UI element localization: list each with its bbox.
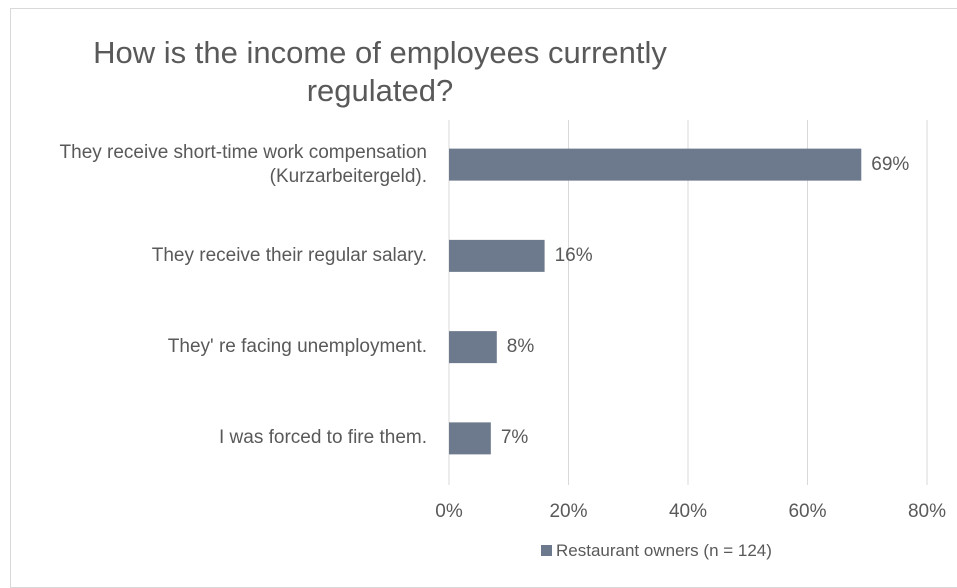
data-label: 7% bbox=[500, 427, 529, 449]
x-tick-label: 40% bbox=[668, 501, 708, 522]
x-tick-label: 20% bbox=[549, 501, 588, 522]
bar bbox=[449, 422, 491, 455]
category-label: They receive short-time work compensatio… bbox=[59, 141, 427, 187]
x-tick-label: 60% bbox=[788, 501, 827, 522]
x-tick-label: 0% bbox=[435, 501, 463, 522]
data-label: 16% bbox=[554, 244, 593, 266]
legend-swatch bbox=[541, 545, 552, 556]
bar bbox=[449, 239, 545, 272]
category-label: I was forced to fire them. bbox=[218, 427, 427, 449]
legend-label: Restaurant owners (n = 124) bbox=[556, 541, 772, 560]
bar bbox=[449, 331, 497, 364]
category-label: They' re facing unemployment. bbox=[167, 336, 427, 358]
x-tick-label: 80% bbox=[907, 501, 947, 522]
chart-title: How is the income of employees currently… bbox=[93, 35, 667, 108]
category-label: They receive their regular salary. bbox=[151, 244, 427, 266]
bar bbox=[449, 148, 862, 181]
data-label: 8% bbox=[506, 336, 535, 358]
data-label: 69% bbox=[871, 153, 910, 175]
